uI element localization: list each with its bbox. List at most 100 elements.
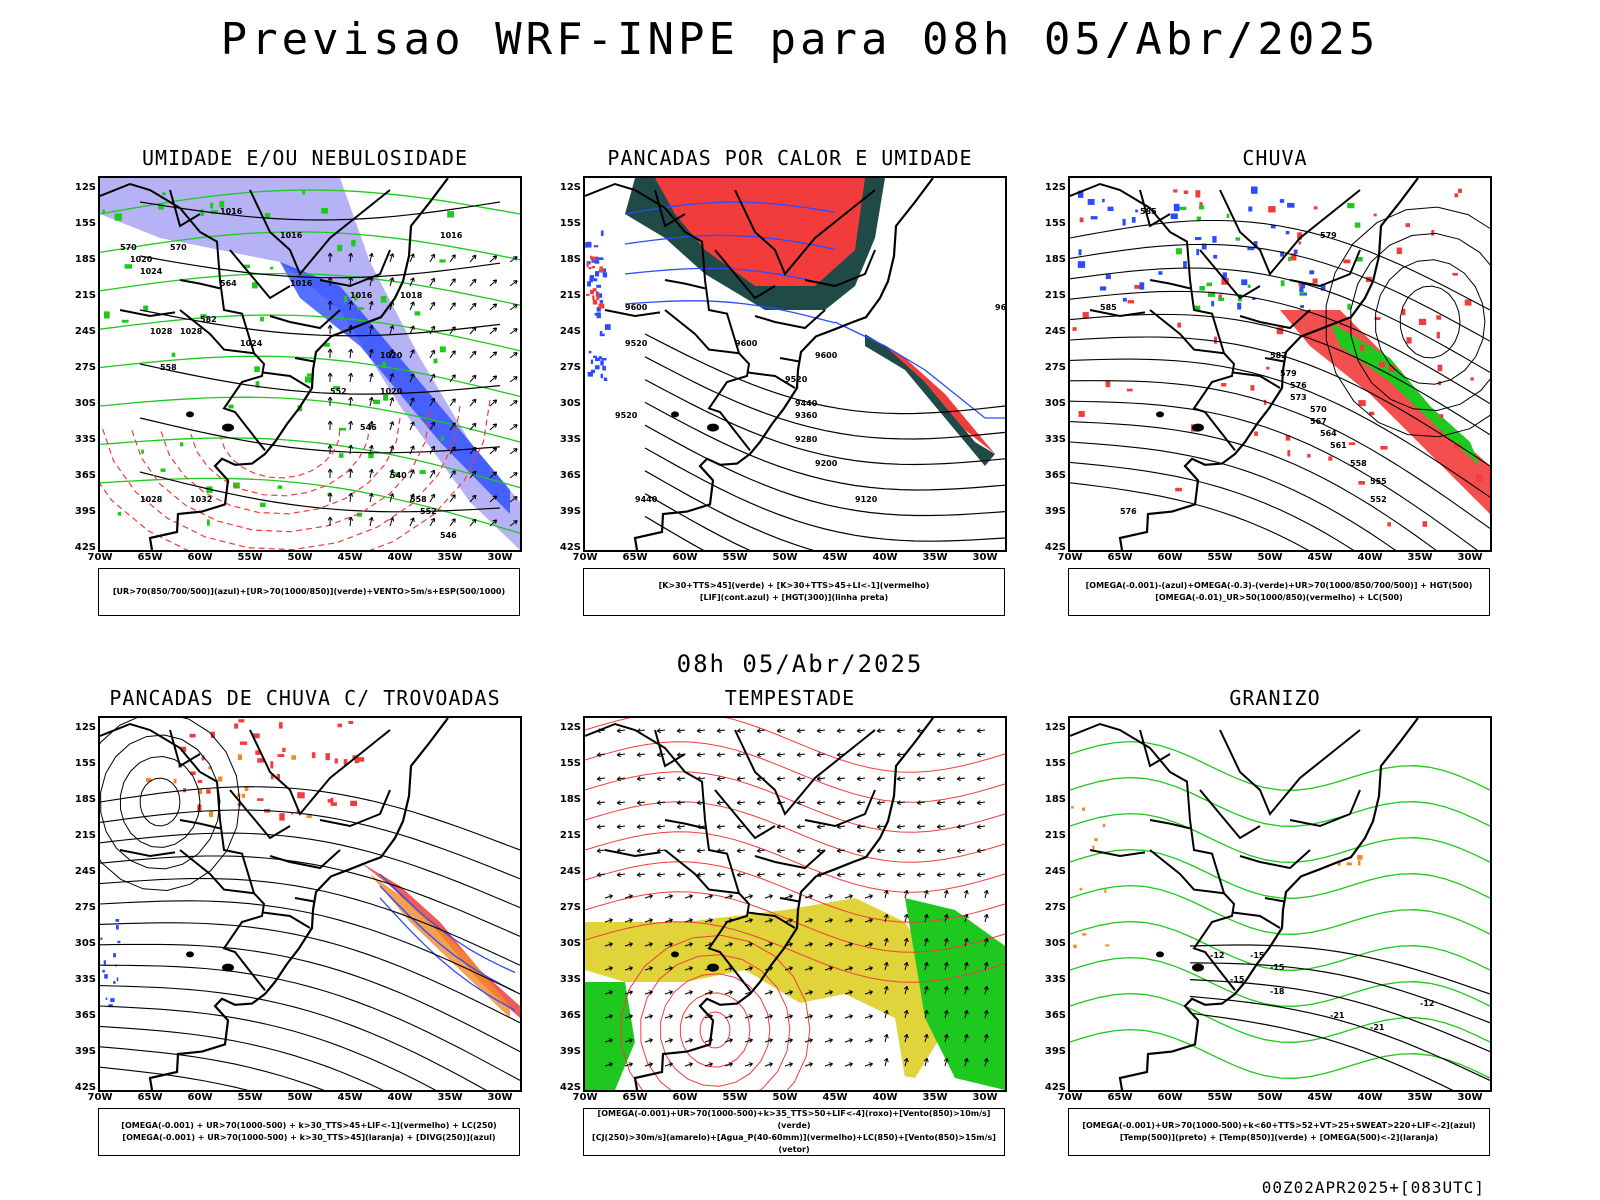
wind-vector bbox=[883, 1009, 889, 1019]
lat-tick-label: 21S bbox=[559, 830, 581, 841]
wind-vector bbox=[903, 889, 909, 899]
wind-vector bbox=[764, 1062, 773, 1067]
rain-cell-red bbox=[1437, 364, 1443, 372]
panel-title: TEMPESTADE bbox=[724, 686, 856, 710]
map-svg: 9600 9520 9600 9600 9520 9440 9360 9280 9200 9120… bbox=[585, 178, 1005, 550]
storm-cell-red bbox=[334, 758, 338, 764]
panel-title: GRANIZO bbox=[1229, 686, 1321, 710]
rain-cell-green bbox=[1280, 280, 1285, 287]
contour-label: 558 bbox=[1350, 459, 1367, 468]
streamline bbox=[100, 734, 221, 870]
lake-mark bbox=[1156, 951, 1164, 958]
map-umidade[interactable]: 1016 1016 1020 1024 1016 1016 1018 1020 1028 1024… bbox=[98, 176, 522, 552]
wind-vector bbox=[684, 1014, 693, 1019]
wind-vector bbox=[616, 776, 626, 782]
map-pancadas-trovoadas[interactable] bbox=[98, 716, 522, 1092]
divergence-cell bbox=[103, 960, 106, 965]
green-cell bbox=[306, 373, 315, 377]
lat-tick-label: 18S bbox=[1044, 254, 1066, 265]
hgt500-contour bbox=[1325, 206, 1490, 438]
map-pancadas-calor[interactable]: 9600 9520 9600 9600 9520 9440 9360 9280 9200 9120… bbox=[583, 176, 1007, 552]
contour-label: -12 bbox=[1420, 999, 1434, 1008]
lat-tick-label: 21S bbox=[559, 290, 581, 301]
streamline bbox=[100, 922, 520, 1024]
wind-vector bbox=[923, 913, 929, 923]
divergence-contour bbox=[379, 897, 516, 1011]
wind-vector bbox=[796, 872, 806, 878]
rain-cell-red bbox=[1078, 411, 1085, 417]
wind-vector bbox=[676, 848, 686, 854]
wind-vector bbox=[596, 872, 606, 878]
wind-vector bbox=[744, 1062, 753, 1067]
wind-vector bbox=[844, 990, 853, 995]
lon-tick-label: 65W bbox=[137, 552, 163, 563]
wind-vector bbox=[776, 824, 786, 830]
wind-vector bbox=[636, 752, 646, 758]
map-tempestade[interactable] bbox=[583, 716, 1007, 1092]
wind-vector bbox=[983, 1033, 989, 1043]
panel-pancadas-trovoadas: PANCADAS DE CHUVA C/ TROVOADAS [OMEGA(-0… bbox=[70, 686, 540, 1156]
wind-vector bbox=[509, 400, 518, 407]
precip-water-contour bbox=[679, 992, 751, 1068]
lon-tick-label: 50W bbox=[287, 552, 313, 563]
wind-vector bbox=[704, 990, 713, 995]
lon-tick-label: 65W bbox=[1107, 552, 1133, 563]
omega-cell bbox=[1094, 838, 1098, 842]
wind-vector bbox=[509, 304, 518, 311]
state-border bbox=[169, 189, 201, 228]
contour-label: 1020 bbox=[130, 255, 153, 264]
wind-vector bbox=[983, 889, 989, 899]
humidity-contour bbox=[100, 437, 520, 489]
green-cell bbox=[255, 381, 260, 388]
lon-tick-label: 60W bbox=[187, 1092, 213, 1103]
lat-tick-label: 30S bbox=[1044, 398, 1066, 409]
divergence-cell bbox=[110, 998, 115, 1003]
lon-tick-label: 60W bbox=[187, 552, 213, 563]
wind-vector bbox=[469, 302, 477, 311]
map-chuva[interactable]: 585 585 582 579 576 573 570 567 564 561 558 555 552 5… bbox=[1068, 176, 1492, 552]
wind-vector bbox=[409, 301, 415, 311]
green-cell bbox=[304, 376, 312, 383]
storm-cell-red bbox=[357, 757, 365, 762]
green-cell bbox=[104, 311, 110, 319]
lake-mark bbox=[707, 963, 719, 972]
wind-vector bbox=[616, 872, 626, 878]
state-border bbox=[654, 729, 686, 768]
wind-vector bbox=[644, 966, 653, 971]
lake-mark bbox=[1192, 423, 1204, 432]
divergence-cell bbox=[108, 1004, 113, 1008]
contour-label: 1028 bbox=[150, 327, 173, 336]
rain-cell-blue bbox=[1248, 206, 1253, 212]
contour-label: 1016 bbox=[220, 207, 243, 216]
state-border bbox=[804, 789, 876, 828]
state-border bbox=[1149, 819, 1191, 830]
rain-cell-blue bbox=[1158, 271, 1163, 275]
wind-vector bbox=[956, 824, 966, 830]
wind-vector bbox=[449, 446, 456, 455]
rain-cell-blue bbox=[1287, 202, 1295, 208]
wind-vector bbox=[724, 990, 733, 995]
wind-vector bbox=[784, 1014, 793, 1019]
panel-title: UMIDADE E/OU NEBULOSIDADE bbox=[141, 146, 469, 170]
wind-vector bbox=[943, 937, 949, 947]
wind-vector bbox=[844, 966, 853, 971]
map-granizo[interactable]: -15 -18 -21 -12 -15 -21 -12 -15 bbox=[1068, 716, 1492, 1092]
streamline bbox=[100, 1046, 325, 1090]
rain-cell-blue bbox=[1252, 297, 1256, 300]
storm-cell-red bbox=[257, 758, 264, 763]
wind-vector bbox=[644, 1014, 653, 1019]
rain-cell-red bbox=[1199, 202, 1203, 207]
mid-date-label: 08h 05/Abr/2025 bbox=[676, 650, 924, 678]
lif-contour bbox=[624, 300, 836, 324]
wind-vector bbox=[916, 776, 926, 782]
lat-tick-label: 27S bbox=[559, 362, 581, 373]
wind-vector bbox=[449, 302, 456, 311]
streamline bbox=[100, 1005, 437, 1090]
omega-cell bbox=[1346, 862, 1353, 866]
contour-label: 564 bbox=[220, 279, 237, 288]
wind-vector bbox=[469, 278, 477, 287]
rain-cell-red bbox=[1175, 487, 1182, 492]
wind-vector bbox=[604, 990, 613, 995]
storm-cell-red bbox=[181, 746, 187, 752]
wind-vector bbox=[883, 937, 889, 947]
